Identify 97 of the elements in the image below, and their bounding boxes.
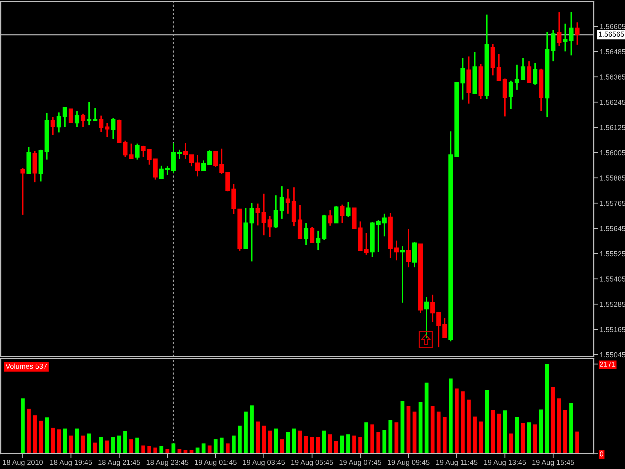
bar — [436, 412, 441, 454]
bar — [564, 410, 568, 454]
bar — [280, 440, 284, 454]
bar — [244, 412, 248, 454]
bar — [449, 378, 453, 454]
candlestick — [80, 113, 86, 128]
bar — [226, 444, 230, 454]
bar — [136, 438, 140, 454]
bar — [262, 426, 266, 454]
candlestick — [328, 210, 333, 227]
bar — [334, 441, 338, 454]
bar — [352, 436, 356, 454]
candlestick — [575, 22, 580, 46]
bar — [491, 410, 496, 454]
bar — [166, 449, 170, 454]
bar — [130, 440, 134, 454]
bar — [250, 406, 254, 454]
bar — [430, 406, 435, 454]
bar — [442, 417, 447, 454]
bar — [51, 428, 56, 454]
candlestick — [424, 296, 430, 339]
bar — [485, 390, 490, 454]
bar — [479, 422, 483, 454]
bar — [154, 448, 158, 454]
candlestick — [346, 201, 351, 218]
bar — [39, 420, 44, 454]
candlestick — [304, 222, 309, 246]
bar — [322, 430, 326, 454]
bar — [570, 403, 574, 454]
bar — [418, 402, 423, 454]
bar — [328, 434, 332, 454]
bar — [576, 432, 580, 454]
candlestick — [340, 204, 345, 224]
bar — [160, 446, 164, 454]
candlestick — [533, 62, 538, 86]
bar — [557, 398, 562, 454]
bar — [220, 438, 224, 454]
candlestick — [26, 146, 32, 175]
bar — [142, 446, 146, 454]
candlestick — [74, 110, 80, 128]
candlestick — [135, 143, 140, 161]
bar — [45, 418, 50, 454]
bar — [33, 416, 37, 454]
bar — [382, 430, 387, 454]
bar — [111, 437, 116, 454]
bar — [340, 436, 344, 454]
bar — [497, 414, 502, 454]
bar — [370, 424, 375, 454]
candlestick — [412, 242, 418, 268]
bar — [118, 436, 122, 454]
bar — [551, 387, 556, 454]
bar — [232, 436, 236, 454]
candlestick — [20, 168, 26, 216]
bar — [99, 437, 104, 454]
bar — [424, 382, 429, 454]
bar — [256, 422, 260, 454]
bar — [27, 408, 31, 454]
bar — [316, 437, 320, 454]
bar — [21, 398, 25, 454]
bar — [533, 424, 538, 454]
candlestick — [111, 117, 116, 140]
bar — [400, 402, 405, 454]
bar — [503, 410, 508, 454]
bar — [545, 364, 550, 454]
bar — [461, 392, 465, 454]
bar — [105, 440, 110, 454]
candlestick — [334, 206, 339, 224]
candlestick — [406, 228, 412, 268]
bar — [467, 400, 471, 454]
bar — [515, 417, 520, 454]
candlestick — [68, 108, 74, 123]
bar — [364, 422, 368, 454]
bar — [455, 388, 459, 454]
bar — [124, 431, 128, 454]
bar — [346, 434, 350, 454]
bar — [388, 420, 393, 454]
bar — [214, 440, 218, 454]
candlestick — [400, 246, 405, 304]
candlestick — [557, 12, 562, 47]
bar — [268, 430, 272, 454]
bar — [238, 426, 242, 454]
bar — [406, 406, 411, 454]
bar — [539, 410, 544, 454]
bar — [208, 446, 212, 454]
candlestick — [32, 150, 38, 184]
bar — [148, 446, 152, 454]
bar — [57, 430, 62, 454]
bar — [93, 442, 98, 454]
candlestick — [196, 154, 200, 178]
bar — [358, 437, 362, 454]
bar — [473, 416, 477, 454]
candlestick — [526, 60, 532, 84]
bar — [274, 428, 278, 454]
candlestick — [50, 116, 56, 136]
candlestick — [466, 56, 472, 105]
candlestick — [310, 226, 315, 244]
bar — [376, 432, 381, 454]
